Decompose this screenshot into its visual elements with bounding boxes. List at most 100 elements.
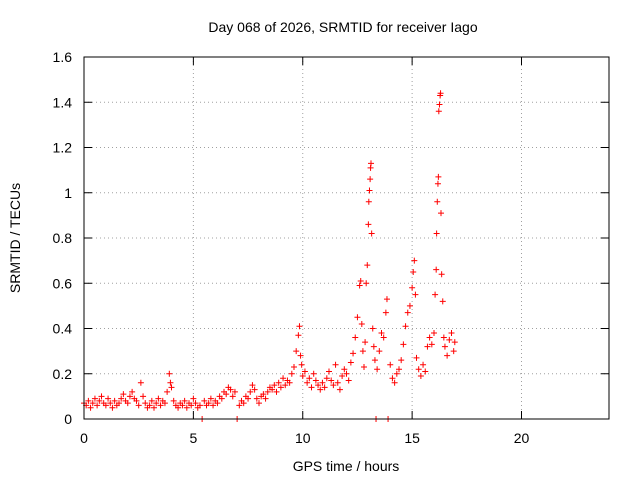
data-point [374, 366, 381, 373]
data-point [424, 343, 431, 350]
data-point [409, 284, 416, 291]
data-point [102, 402, 109, 409]
y-tick-label: 0 [64, 411, 72, 427]
data-point [190, 395, 197, 402]
data-point [317, 386, 324, 393]
y-tick-label: 1.4 [53, 94, 73, 110]
x-axis-label: GPS time / hours [293, 458, 400, 474]
data-point [269, 386, 276, 393]
y-tick-label: 0.2 [53, 366, 73, 382]
data-point [207, 395, 214, 402]
data-point [299, 373, 306, 380]
data-point [326, 368, 332, 375]
data-point [188, 402, 195, 409]
data-point [312, 377, 319, 384]
data-point [201, 397, 208, 404]
data-point [434, 180, 441, 187]
data-point [387, 361, 394, 368]
data-point [229, 393, 236, 400]
data-point [295, 332, 302, 339]
data-point [89, 400, 96, 407]
data-point [431, 330, 437, 337]
data-point [358, 320, 365, 327]
data-point [412, 291, 419, 298]
data-point [301, 368, 308, 375]
data-point [253, 395, 260, 402]
data-point [137, 379, 144, 386]
data-point [441, 343, 448, 350]
data-point [402, 323, 409, 330]
plot-frame [83, 56, 610, 420]
data-point [231, 388, 238, 395]
data-point [380, 334, 387, 341]
data-point [87, 404, 94, 411]
data-point [359, 348, 366, 355]
data-point [170, 397, 177, 404]
data-point [352, 334, 359, 341]
data-point [363, 280, 370, 287]
data-point [183, 404, 190, 411]
data-point [339, 373, 346, 380]
data-point [91, 395, 98, 402]
data-point [107, 400, 114, 407]
data-point [323, 375, 330, 382]
data-point [432, 291, 439, 298]
data-point [126, 393, 133, 400]
data-point [142, 400, 149, 407]
data-point [319, 379, 326, 386]
data-point [111, 397, 118, 404]
data-point [376, 348, 383, 355]
data-point [347, 359, 354, 366]
data-point [262, 395, 269, 402]
data-point [451, 339, 458, 346]
data-point [286, 379, 293, 386]
data-point [167, 379, 174, 386]
data-point [236, 402, 243, 409]
data-point [393, 370, 400, 377]
data-point [135, 402, 142, 409]
x-tick-label: 15 [404, 430, 420, 446]
data-point [98, 393, 105, 400]
data-point [330, 382, 337, 389]
data-point [120, 391, 127, 398]
data-point [218, 395, 225, 402]
data-point [129, 388, 136, 395]
data-point [411, 257, 418, 264]
data-point [435, 173, 442, 180]
data-point [210, 402, 217, 409]
data-point [356, 282, 363, 289]
data-point [155, 395, 162, 402]
data-point [404, 309, 411, 316]
grid [84, 57, 609, 419]
data-point [366, 187, 373, 194]
data-point [400, 341, 407, 348]
data-point [168, 384, 175, 391]
data-point [450, 348, 457, 355]
data-point [440, 334, 447, 341]
y-tick-label: 1 [64, 185, 72, 201]
data-point [426, 334, 433, 341]
data-point [436, 101, 443, 108]
data-point [420, 361, 427, 368]
data-point [140, 393, 147, 400]
data-point [277, 384, 284, 391]
data-point [428, 341, 435, 348]
data-point [133, 397, 140, 404]
y-tick-label: 0.6 [53, 275, 73, 291]
data-point [350, 350, 357, 357]
data-point [118, 395, 125, 402]
data-point [308, 384, 315, 391]
data-point [291, 363, 297, 370]
y-tick-label: 0.8 [53, 230, 73, 246]
axis-ticks: 0 0.2 0.4 0.6 0.8 1 1.2 1.4 1.6 0 5 10 15 20 [53, 49, 609, 446]
data-point [433, 230, 440, 237]
data-point [94, 402, 101, 409]
data-point [371, 357, 378, 364]
data-point [192, 400, 199, 407]
y-tick-label: 0.4 [53, 321, 73, 337]
data-point [249, 382, 256, 389]
data-point [304, 379, 311, 386]
data-point [368, 160, 374, 167]
